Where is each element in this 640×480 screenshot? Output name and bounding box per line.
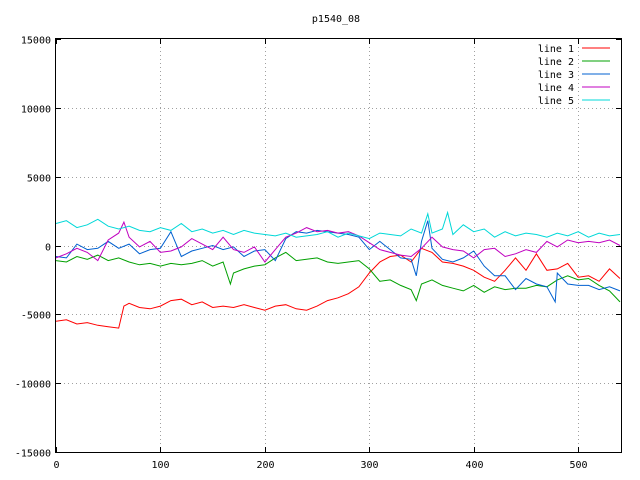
series-group	[55, 210, 621, 329]
x-tick-label: 500	[569, 460, 587, 471]
legend-label-2: line 2	[538, 57, 574, 68]
legend-label-5: line 5	[538, 96, 574, 107]
chart-title: p1540_08	[312, 14, 360, 25]
series-line-5	[55, 210, 621, 240]
plot-frame	[55, 38, 622, 453]
y-tick-label: -15000	[15, 449, 51, 460]
y-tick-label: 0	[45, 243, 51, 254]
y-tick-label: 10000	[21, 105, 51, 116]
x-tick-label: 200	[256, 460, 274, 471]
axis-tick-labels: 0 100 200 300 400 500 -15000 -10000 -5000 0 5000 10…	[15, 36, 588, 472]
series-line-2	[55, 251, 621, 303]
y-tick-label: 5000	[27, 174, 51, 185]
y-tick-label: 15000	[21, 36, 51, 47]
x-tick-label: 300	[360, 460, 378, 471]
series-line-4	[55, 220, 621, 263]
legend-label-1: line 1	[538, 44, 574, 55]
legend: line 1 line 2 line 3 line 4 line 5	[538, 44, 610, 107]
y-tick-label: -10000	[15, 380, 51, 391]
legend-label-3: line 3	[538, 70, 574, 81]
x-tick-label: 0	[53, 460, 59, 471]
series-line-3	[55, 220, 621, 304]
y-tick-label: -5000	[21, 311, 51, 322]
axis-ticks	[56, 39, 621, 453]
series-line-1	[55, 247, 621, 329]
x-tick-label: 400	[465, 460, 483, 471]
grid-lines	[56, 39, 621, 452]
x-tick-label: 100	[151, 460, 169, 471]
legend-label-4: line 4	[538, 83, 574, 94]
